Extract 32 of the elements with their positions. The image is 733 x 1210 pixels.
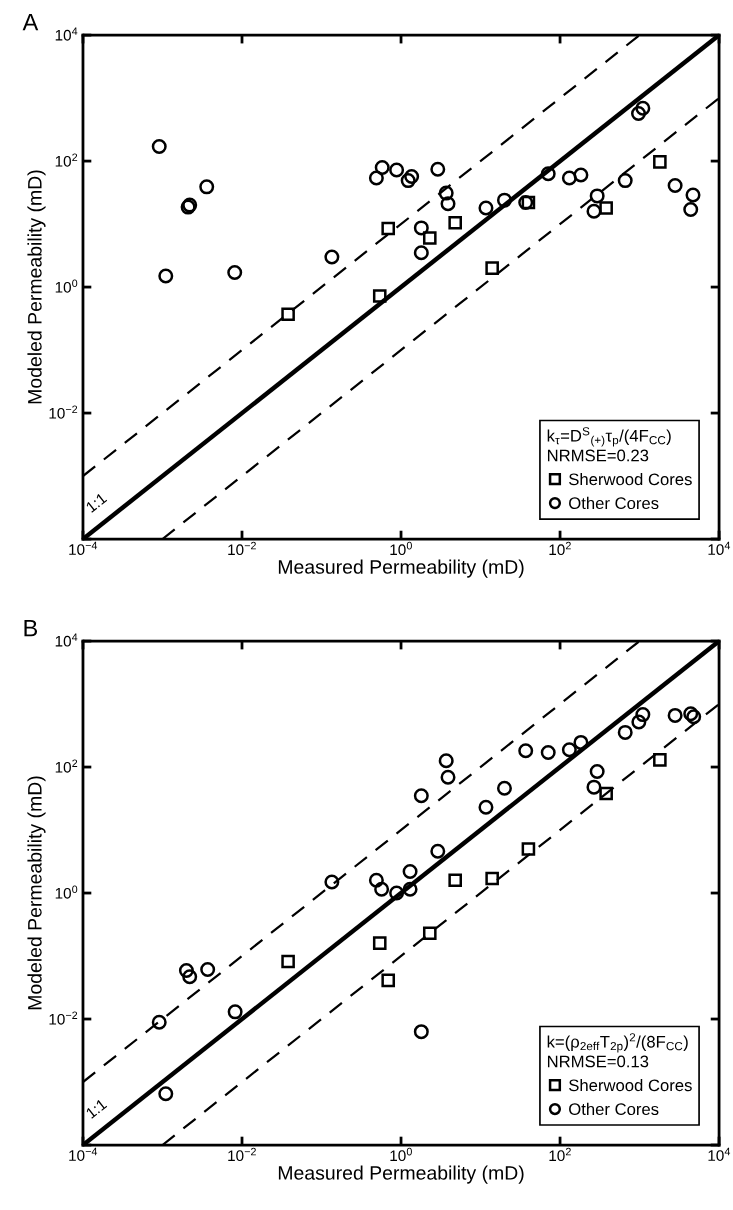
y-axis-title: Modeled Permeability (mD) [27,776,46,1010]
y-tick-label: 10$^{4}$ [55,633,78,647]
y-axis-title: Modeled Permeability (mD) [27,170,46,404]
x-axis-title: Measured Permeability (mD) [278,1165,524,1184]
x-tick-label: 10$^{−2}$ [228,1147,256,1162]
x-axis-title: Measured Permeability (mD) [278,559,524,578]
annotation: 1:1 [85,1098,108,1119]
y-tick-label: 10$^{0}$ [55,279,78,293]
legend-label: Other Cores [569,496,659,510]
x-tick-label: 10$^{4}$ [708,1147,731,1161]
chart-title: A [22,13,39,31]
x-tick-label: 10$^{−4}$ [69,541,98,556]
y-tick-label: 10$^{4}$ [55,27,78,41]
text: k$_{τ}$=D$^{S}$$_{(+)}$τ$_{p}$/(4F$_{CC}$) NRMSE=0.23 [547,427,671,462]
x-tick-label: 10$^{0}$ [390,1147,412,1162]
legend-label: Sherwood Cores [569,472,692,486]
annotation: 1:1 [85,492,108,513]
x-tick-label: 10$^{0}$ [390,541,412,556]
text: k=(ρ$_{2eff}$T$_{2p}$)$^{2}$/(8F$_{CC}$) NRMSE=0.13 [547,1033,688,1068]
legend-label: Other Cores [569,1102,659,1116]
y-tick-label: 10$^{2}$ [55,153,78,167]
y-tick-label: 10$^{−2}$ [49,405,78,419]
legend-label: Sherwood Cores [569,1078,692,1092]
x-tick-label: 10$^{2}$ [549,541,571,556]
x-tick-label: 10$^{−2}$ [228,541,256,556]
x-tick-label: 10$^{−4}$ [69,1147,98,1161]
x-tick-label: 10$^{4}$ [708,541,731,556]
chart-title: B [24,619,38,637]
y-tick-label: 10$^{0}$ [55,885,78,899]
y-tick-label: 10$^{2}$ [55,759,78,773]
y-tick-label: 10$^{−2}$ [49,1011,78,1025]
x-tick-label: 10$^{2}$ [549,1147,571,1162]
